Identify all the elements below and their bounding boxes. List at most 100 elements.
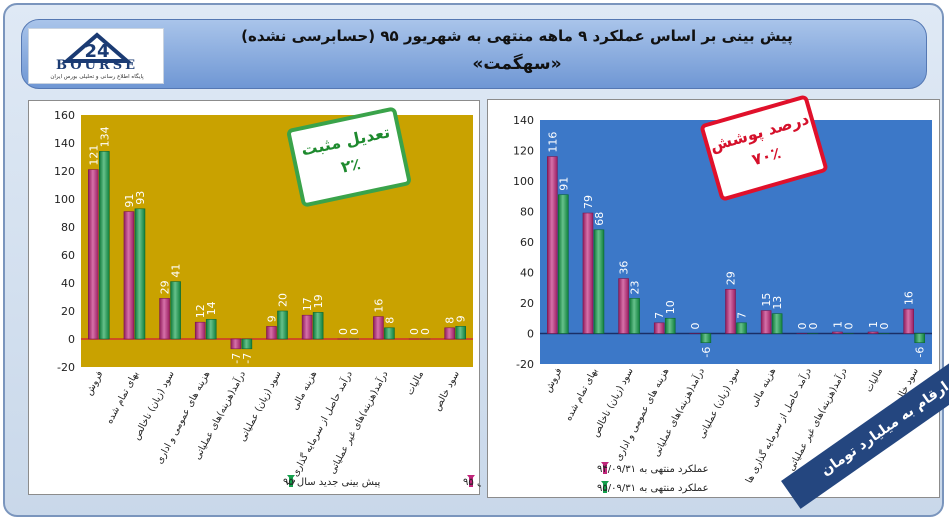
right-data-label: 1 xyxy=(867,321,880,328)
left-data-label: 134 xyxy=(98,126,111,147)
right-bar xyxy=(903,308,914,334)
right-data-label: 15 xyxy=(760,293,773,307)
right-bar xyxy=(760,310,772,334)
right-data-label: 7 xyxy=(736,312,749,319)
right-y-tick-label: 60 xyxy=(520,236,534,249)
left-bar xyxy=(230,338,242,350)
right-y-tick-label: -20 xyxy=(516,358,534,371)
left-y-tick-label: 60 xyxy=(61,249,75,262)
right-y-tick-label: 120 xyxy=(513,145,534,158)
right-bar xyxy=(653,322,665,334)
right-category-label: فروش xyxy=(543,366,565,394)
right-bar xyxy=(736,322,747,334)
left-data-label: 41 xyxy=(170,264,183,278)
left-bar xyxy=(384,327,395,340)
left-data-label: 8 xyxy=(383,317,396,324)
bourse24-logo: 24 BOURSE پایگاه اطلاع رسانی و تحلیلی بو… xyxy=(28,28,164,84)
left-data-label: 0 xyxy=(419,328,432,335)
right-data-label: 10 xyxy=(664,300,677,314)
left-bar xyxy=(444,327,455,340)
left-bar-chart: -20020406080100120140160121134فروش9193به… xyxy=(54,109,561,488)
right-data-label: 0 xyxy=(689,323,702,330)
right-bar xyxy=(771,313,783,334)
right-bar xyxy=(867,331,879,334)
logo-number: 24 xyxy=(84,41,109,62)
left-bar xyxy=(134,208,146,340)
header-banner: 24 BOURSE پایگاه اطلاع رسانی و تحلیلی بو… xyxy=(21,19,927,89)
left-legend-label: پیش بینی قبلی سال ۹۵ xyxy=(463,477,481,488)
right-bar xyxy=(629,298,640,334)
left-data-label: 121 xyxy=(87,145,100,166)
right-bar xyxy=(914,333,925,343)
right-bar xyxy=(725,288,736,334)
left-bar xyxy=(88,169,99,340)
right-data-label: 13 xyxy=(771,296,784,310)
right-y-tick-label: 40 xyxy=(520,267,534,280)
right-y-tick-label: 20 xyxy=(520,297,534,310)
left-data-label: 29 xyxy=(159,280,172,294)
right-data-label: 16 xyxy=(903,291,916,305)
left-bar xyxy=(312,312,324,340)
left-legend-item: پیش بینی جدید سال ۹۵ xyxy=(283,475,381,488)
right-legend-label: عملکرد منتهی به ۹۴/۰۹/۳۱ xyxy=(597,464,709,475)
right-y-tick-label: 0 xyxy=(527,328,534,341)
left-data-label: 93 xyxy=(134,191,147,205)
right-bar xyxy=(558,194,569,334)
left-data-label: 14 xyxy=(205,301,218,315)
left-legend-label: پیش بینی جدید سال ۹۵ xyxy=(283,477,381,488)
left-bar xyxy=(159,298,170,340)
page-title: پیش بینی بر اساس عملکرد ۹ ماهه منتهی به … xyxy=(241,27,793,45)
left-data-label: 9 xyxy=(266,315,279,322)
right-legend-label: عملکرد منتهی به ۹۵/۰۹/۳۱ xyxy=(597,483,709,494)
right-data-label: 29 xyxy=(725,271,738,285)
right-data-label: -6 xyxy=(914,347,927,358)
right-legend-item: عملکرد منتهی به ۹۵/۰۹/۳۱ xyxy=(597,481,709,494)
right-y-tick-label: 100 xyxy=(513,175,534,188)
right-data-label: 0 xyxy=(842,323,855,330)
left-legend-swatch xyxy=(289,477,293,487)
left-category-label: درآمد(هزینه)های غیر عملیاتی xyxy=(325,368,390,476)
left-plot-area xyxy=(81,115,473,367)
left-bar xyxy=(99,151,110,340)
left-category-label: سود خالص xyxy=(432,369,462,413)
right-bar xyxy=(582,212,594,334)
right-y-tick-label: 140 xyxy=(513,114,534,127)
left-bar xyxy=(123,211,135,340)
left-y-tick-label: 140 xyxy=(54,137,75,150)
left-bar xyxy=(373,316,384,340)
left-bar xyxy=(277,310,288,340)
right-data-label: 0 xyxy=(878,323,891,330)
left-data-label: -7 xyxy=(241,353,254,364)
right-data-label: 36 xyxy=(618,261,631,275)
left-data-label: 12 xyxy=(194,304,207,318)
left-legend-item: پیش بینی قبلی سال ۹۵ xyxy=(463,475,561,488)
right-legend-item: عملکرد منتهی به ۹۴/۰۹/۳۱ xyxy=(597,462,709,475)
left-data-label: 9 xyxy=(455,315,468,322)
right-bar xyxy=(593,229,605,334)
page-subtitle: «سهگمت» xyxy=(472,54,562,74)
left-data-label: 19 xyxy=(312,294,325,308)
right-data-label: 23 xyxy=(629,280,642,294)
right-y-tick-label: 80 xyxy=(520,206,534,219)
left-y-tick-label: -20 xyxy=(57,361,75,374)
left-bar xyxy=(455,326,466,340)
left-y-tick-label: 160 xyxy=(54,109,75,122)
left-data-label: 8 xyxy=(444,317,457,324)
right-data-label: 116 xyxy=(546,132,559,153)
right-data-label: -6 xyxy=(700,347,713,358)
left-data-label: 17 xyxy=(301,297,314,311)
logo-subtitle: پایگاه اطلاع رسانی و تحلیلی بورس ایران xyxy=(50,74,144,80)
left-data-label: 0 xyxy=(348,328,361,335)
left-category-label: فروش xyxy=(84,369,106,397)
left-y-tick-label: 80 xyxy=(61,221,75,234)
left-legend-swatch xyxy=(469,477,473,487)
left-bar xyxy=(205,319,217,340)
left-y-tick-label: 100 xyxy=(54,193,75,206)
right-data-label: 0 xyxy=(796,323,809,330)
left-y-tick-label: 20 xyxy=(61,305,75,318)
right-data-label: 68 xyxy=(593,212,606,226)
left-bar xyxy=(170,281,181,340)
logo-text: BOURSE xyxy=(56,58,138,73)
right-data-label: 7 xyxy=(653,312,666,319)
left-category-label: بهای تمام شده xyxy=(104,369,141,426)
